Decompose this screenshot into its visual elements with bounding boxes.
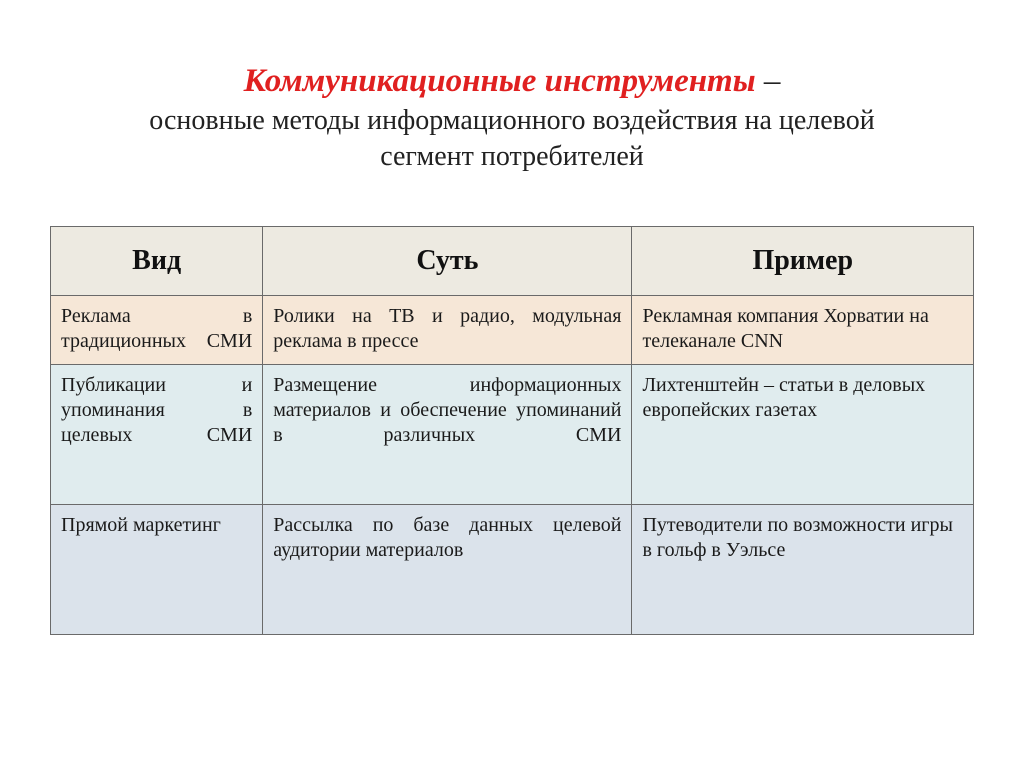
table-row: Прямой маркетинг Рассылка по базе данных… [51, 504, 974, 634]
cell-example: Рекламная компания Хорватии на телеканал… [632, 295, 974, 364]
cell-essence: Размещение информационных материалов и о… [263, 364, 632, 504]
cell-type: Публикации и упоминания в целевых СМИ [51, 364, 263, 504]
cell-type: Реклама в традиционных СМИ [51, 295, 263, 364]
cell-essence: Рассылка по базе данных целевой аудитори… [263, 504, 632, 634]
cell-type: Прямой маркетинг [51, 504, 263, 634]
col-header-example: Пример [632, 226, 974, 295]
title-accent: Коммуникационные инструменты [244, 63, 756, 99]
cell-example: Лихтенштейн – статьи в деловых европейск… [632, 364, 974, 504]
col-header-type: Вид [51, 226, 263, 295]
title-dash: – [756, 63, 781, 99]
cell-example: Путеводители по возможности игры в гольф… [632, 504, 974, 634]
cell-essence: Ролики на ТВ и радио, модульная реклама … [263, 295, 632, 364]
slide-heading: Коммуникационные инструменты – основные … [50, 60, 974, 176]
subtitle-line-1: основные методы информационного воздейст… [50, 103, 974, 139]
table-header-row: Вид Суть Пример [51, 226, 974, 295]
table-row: Реклама в традиционных СМИ Ролики на ТВ … [51, 295, 974, 364]
col-header-essence: Суть [263, 226, 632, 295]
communication-tools-table: Вид Суть Пример Реклама в традиционных С… [50, 226, 974, 635]
table-row: Публикации и упоминания в целевых СМИ Ра… [51, 364, 974, 504]
subtitle-line-2: сегмент потребителей [50, 139, 974, 175]
